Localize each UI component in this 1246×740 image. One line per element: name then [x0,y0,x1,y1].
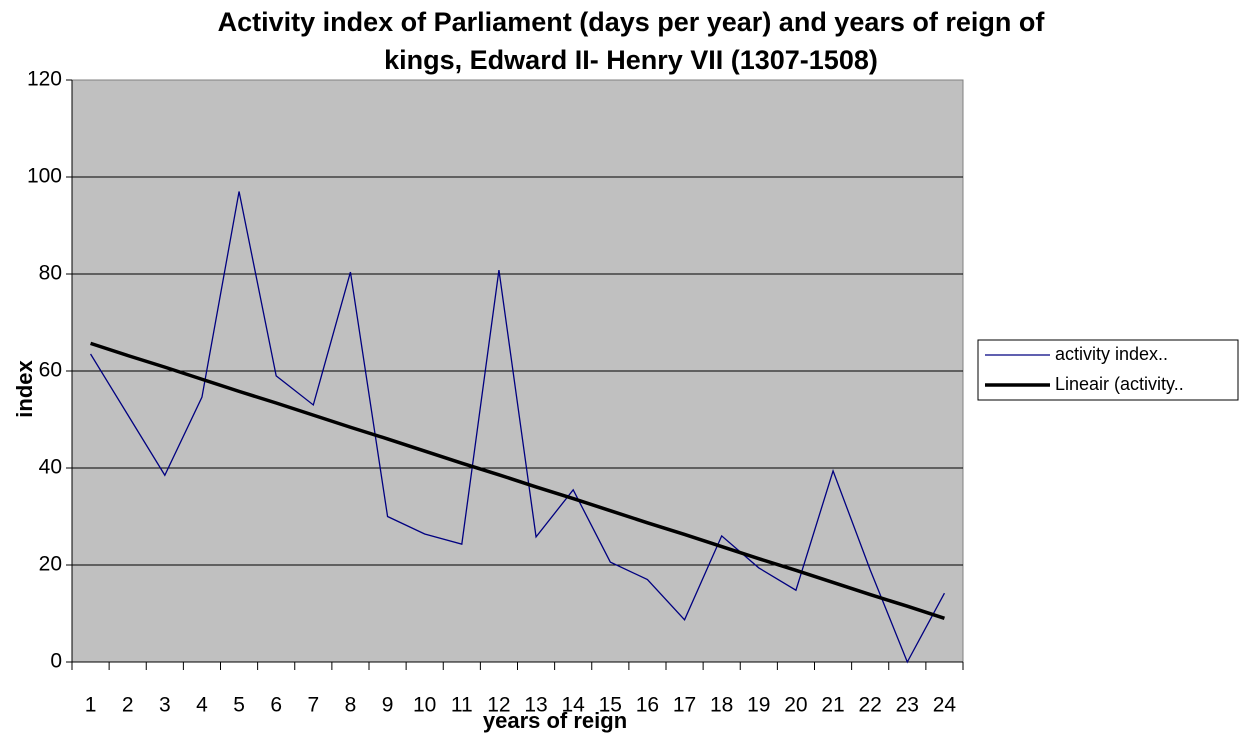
chart-title: kings, Edward II- Henry VII (1307-1508) [384,45,878,75]
x-tick-label: 14 [562,694,586,717]
x-axis-label: years of reign [483,708,627,733]
y-tick-label: 40 [39,456,62,479]
series-line [90,341,945,621]
x-tick-label: 9 [382,694,394,717]
chart-title: Activity index of Parliament (days per y… [218,7,1046,37]
x-tick-label: 15 [599,694,622,717]
legend-label: activity index.. [1055,344,1168,364]
y-tick-label: 120 [27,68,62,91]
y-tick-label: 60 [39,359,62,382]
x-tick-label: 8 [345,694,357,717]
x-tick-label: 21 [821,694,844,717]
legend [977,339,1239,401]
x-tick-label: 7 [307,694,319,717]
x-tick-label: 6 [270,694,282,717]
x-tick-label: 20 [784,694,807,717]
x-tick-label: 23 [896,694,919,717]
y-tick-label: 80 [39,262,62,285]
x-tick-label: 5 [233,694,245,717]
series-line [90,191,946,664]
x-tick-label: 17 [673,694,696,717]
x-tick-label: 16 [636,694,659,717]
x-tick-label: 3 [159,694,171,717]
x-tick-label: 4 [196,694,208,717]
x-tick-label: 11 [451,694,473,717]
y-tick-label: 20 [39,553,62,576]
x-tick-label: 24 [933,694,957,717]
x-tick-label: 2 [122,694,134,717]
x-tick-label: 10 [413,694,436,717]
x-tick-label: 12 [487,694,510,717]
x-tick-label: 22 [859,694,882,717]
y-tick-label: 100 [27,165,62,188]
x-tick-label: 19 [747,694,770,717]
x-tick-label: 13 [524,694,547,717]
x-tick-label: 1 [85,694,97,717]
y-tick-label: 0 [50,650,62,673]
x-tick-label: 18 [710,694,733,717]
legend-label: Lineair (activity.. [1055,374,1184,394]
y-axis-label: index [12,360,37,418]
